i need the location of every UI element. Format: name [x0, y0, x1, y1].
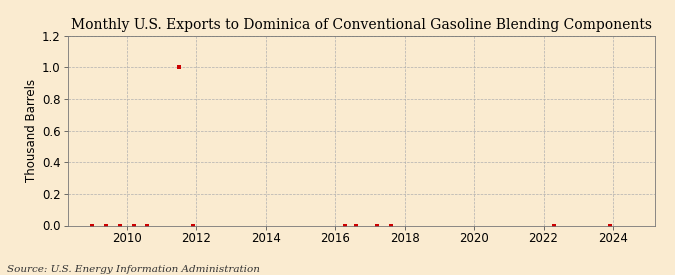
Text: Source: U.S. Energy Information Administration: Source: U.S. Energy Information Administ… — [7, 265, 260, 274]
Title: Monthly U.S. Exports to Dominica of Conventional Gasoline Blending Components: Monthly U.S. Exports to Dominica of Conv… — [71, 18, 651, 32]
Y-axis label: Thousand Barrels: Thousand Barrels — [25, 79, 38, 182]
